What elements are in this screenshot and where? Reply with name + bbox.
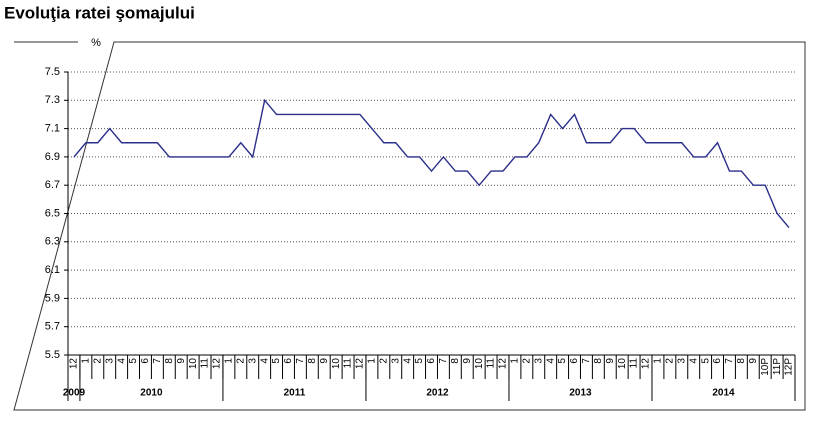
x-tick-label: 9 (462, 358, 473, 364)
year-label: 2010 (140, 388, 163, 399)
x-tick-label: 10 (331, 358, 342, 370)
y-tick-label: 6.9 (45, 151, 60, 163)
x-tick-label: 6 (712, 358, 723, 364)
x-tick-label: 5 (128, 358, 139, 364)
x-tick-label: 7 (724, 358, 735, 364)
x-tick-label: 9 (319, 358, 330, 364)
x-tick-label: 5 (700, 358, 711, 364)
x-tick-label: 1 (653, 358, 664, 364)
x-tick-label: 12P (784, 358, 795, 376)
x-tick-label: 3 (104, 358, 115, 364)
x-tick-label: 8 (593, 358, 604, 364)
x-tick-label: 5 (271, 358, 282, 364)
x-tick-label: 11 (200, 358, 211, 369)
year-label: 2009 (63, 388, 86, 399)
x-tick-label: 12 (641, 358, 652, 370)
x-tick-label: 11 (343, 358, 354, 369)
year-label: 2014 (712, 388, 735, 399)
x-tick-label: 7 (152, 358, 163, 364)
year-label: 2011 (284, 388, 306, 399)
year-label: 2012 (426, 388, 449, 399)
x-tick-label: 6 (283, 358, 294, 364)
x-tick-label: 4 (688, 358, 699, 364)
x-tick-label: 6 (426, 358, 437, 364)
y-tick-label: 5.7 (45, 321, 60, 333)
x-tick-label: 10 (188, 358, 199, 370)
x-tick-label: 2 (235, 358, 246, 364)
x-tick-label: 11 (486, 358, 497, 369)
x-tick-label: 2 (92, 358, 103, 364)
x-tick-label: 9 (605, 358, 616, 364)
x-tick-label: 11P (772, 358, 783, 375)
x-tick-label: 1 (81, 358, 92, 364)
x-tick-label: 4 (116, 358, 127, 364)
x-tick-label: 1 (367, 358, 378, 364)
x-tick-label: 6 (569, 358, 580, 364)
x-tick-label: 8 (736, 358, 747, 364)
x-tick-label: 3 (533, 358, 544, 364)
x-tick-label: 5 (414, 358, 425, 364)
y-tick-label: 7.3 (45, 94, 60, 106)
x-tick-label: 12 (498, 358, 509, 370)
frame (13, 41, 806, 411)
x-tick-label: 1 (510, 358, 521, 364)
x-tick-label: 11 (629, 358, 640, 369)
x-tick-label: 10 (617, 358, 628, 370)
y-tick-label: 6.1 (45, 264, 60, 276)
x-tick-label: 3 (390, 358, 401, 364)
chart-title: Evoluţia ratei şomajului (4, 3, 195, 22)
y-tick-label: 6.7 (45, 179, 60, 191)
x-tick-label: 7 (438, 358, 449, 364)
x-tick-label: 8 (307, 358, 318, 364)
y-tick-label: 7.5 (45, 66, 60, 78)
x-tick-label: 2 (378, 358, 389, 364)
y-tick-label: 5.5 (45, 349, 60, 361)
y-tick-label: 6.5 (45, 207, 60, 219)
x-tick-label: 10 (474, 358, 485, 370)
x-tick-label: 3 (676, 358, 687, 364)
y-tick-label: 6.3 (45, 236, 60, 248)
x-tick-label: 9 (176, 358, 187, 364)
x-tick-label: 9 (748, 358, 759, 364)
data-line (73, 98, 790, 229)
x-tick-label: 12 (212, 358, 223, 370)
y-axis-label: % (91, 37, 101, 49)
x-tick-label: 10P (760, 358, 771, 376)
x-tick-label: 12 (69, 358, 80, 370)
year-label: 2013 (569, 388, 592, 399)
x-tick-label: 7 (295, 358, 306, 364)
y-tick-label: 7.1 (45, 123, 60, 135)
x-tick-label: 5 (557, 358, 568, 364)
x-tick-label: 2 (521, 358, 532, 364)
x-tick-label: 7 (581, 358, 592, 364)
x-tick-label: 12 (355, 358, 366, 370)
x-tick-label: 4 (259, 358, 270, 364)
x-tick-label: 4 (402, 358, 413, 364)
x-tick-label: 2 (665, 358, 676, 364)
x-tick-label: 1 (224, 358, 235, 364)
x-tick-label: 8 (450, 358, 461, 364)
y-tick-label: 5.9 (45, 292, 60, 304)
x-tick-label: 6 (140, 358, 151, 364)
x-tick-label: 4 (545, 358, 556, 364)
x-tick-label: 3 (247, 358, 258, 364)
x-tick-label: 8 (164, 358, 175, 364)
